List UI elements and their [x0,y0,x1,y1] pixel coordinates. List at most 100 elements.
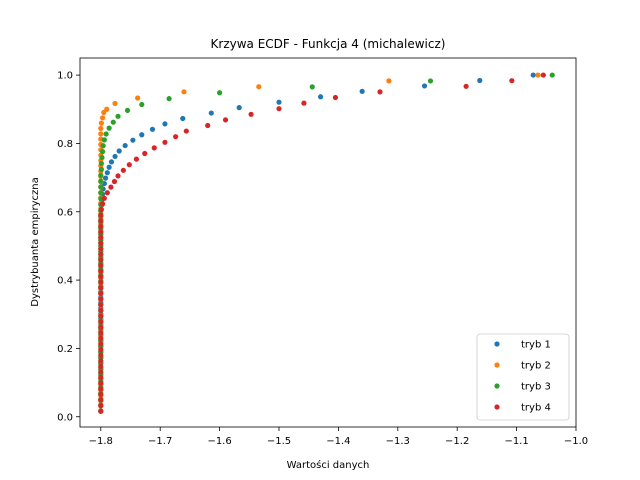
data-point [98,251,104,257]
data-point [106,125,112,131]
data-point [104,170,110,176]
data-point [509,78,515,84]
data-point [98,125,104,132]
legend-label: tryb 4 [521,403,551,414]
series-4-points [98,72,546,414]
data-point [98,341,104,347]
data-point [98,296,104,302]
data-point [256,84,262,90]
x-tick-label: −1.3 [386,436,410,447]
data-point [98,330,104,336]
data-point [98,218,104,224]
x-tick-label: −1.5 [267,436,291,447]
data-point [276,99,282,105]
data-point [101,195,107,201]
x-tick-label: −1.7 [148,436,172,447]
data-point [216,90,223,96]
data-point [106,164,112,170]
data-point [115,173,121,179]
data-point [98,166,104,172]
data-point [98,391,104,397]
data-point [549,72,555,78]
data-point [98,131,104,137]
data-point [99,115,106,121]
data-point [166,96,172,102]
x-tick-label: −1.8 [89,436,113,447]
y-tick-label: 1.0 [57,71,73,82]
data-point [98,206,104,213]
data-point [120,167,126,173]
data-point [98,262,104,269]
legend-box [476,333,570,421]
data-point [332,94,339,101]
data-point [98,120,104,126]
data-point [99,149,106,155]
data-point [98,279,104,285]
chart-title: Krzywa ECDF - Funkcja 4 (michalewicz) [211,37,446,51]
data-point [427,78,434,84]
data-point [98,369,104,375]
data-point [98,302,104,308]
y-tick-label: 0.0 [57,412,73,423]
data-point [101,137,107,143]
data-point [102,175,109,181]
legend-label: tryb 1 [521,340,551,351]
data-point [98,268,104,274]
data-point [98,285,104,291]
data-point [98,178,104,184]
data-point [139,101,145,108]
data-point [124,107,131,114]
data-point [98,335,104,341]
data-points [98,72,555,415]
data-point [180,115,186,122]
data-point [116,148,122,154]
data-point [236,105,242,111]
data-point [359,88,365,94]
data-point [111,178,118,185]
data-point [98,229,104,235]
data-point [139,132,145,138]
data-point [98,234,104,241]
x-axis-label: Wartości danych [287,459,370,471]
x-tick-label: −1.2 [445,436,469,447]
data-point [104,190,110,196]
legend-marker [494,362,500,368]
data-point [162,139,168,145]
data-point [309,84,315,90]
data-point [103,131,109,137]
x-tick-label: −1.1 [504,436,528,447]
data-point [104,106,110,112]
data-point [98,184,104,190]
x-tick-label: −1.6 [207,436,231,447]
data-point [98,380,104,386]
data-point [162,121,168,127]
data-point [98,290,104,297]
data-point [98,246,104,252]
axes-frame [79,57,577,428]
data-point [98,402,104,409]
data-point [386,78,392,84]
legend-marker [494,404,500,410]
x-tick-label: −1.0 [564,436,588,447]
data-point [463,83,469,89]
data-point [112,100,118,107]
data-point [421,83,428,89]
legend: tryb 1 tryb 2 tryb 3 tryb 4 [476,333,570,421]
data-point [108,159,115,165]
y-axis-label: Dystrybuanta empiryczna [30,177,41,306]
data-point [173,134,179,140]
data-point [98,318,104,325]
data-point [98,212,104,218]
data-point [98,358,104,364]
data-point [126,162,132,168]
data-point [222,117,229,123]
data-point [276,106,282,112]
data-point [535,72,541,78]
data-point [181,89,187,95]
data-point [98,386,104,392]
data-point [98,172,104,178]
data-point [98,346,104,353]
y-tick-label: 0.4 [57,276,73,287]
data-point [98,190,104,196]
